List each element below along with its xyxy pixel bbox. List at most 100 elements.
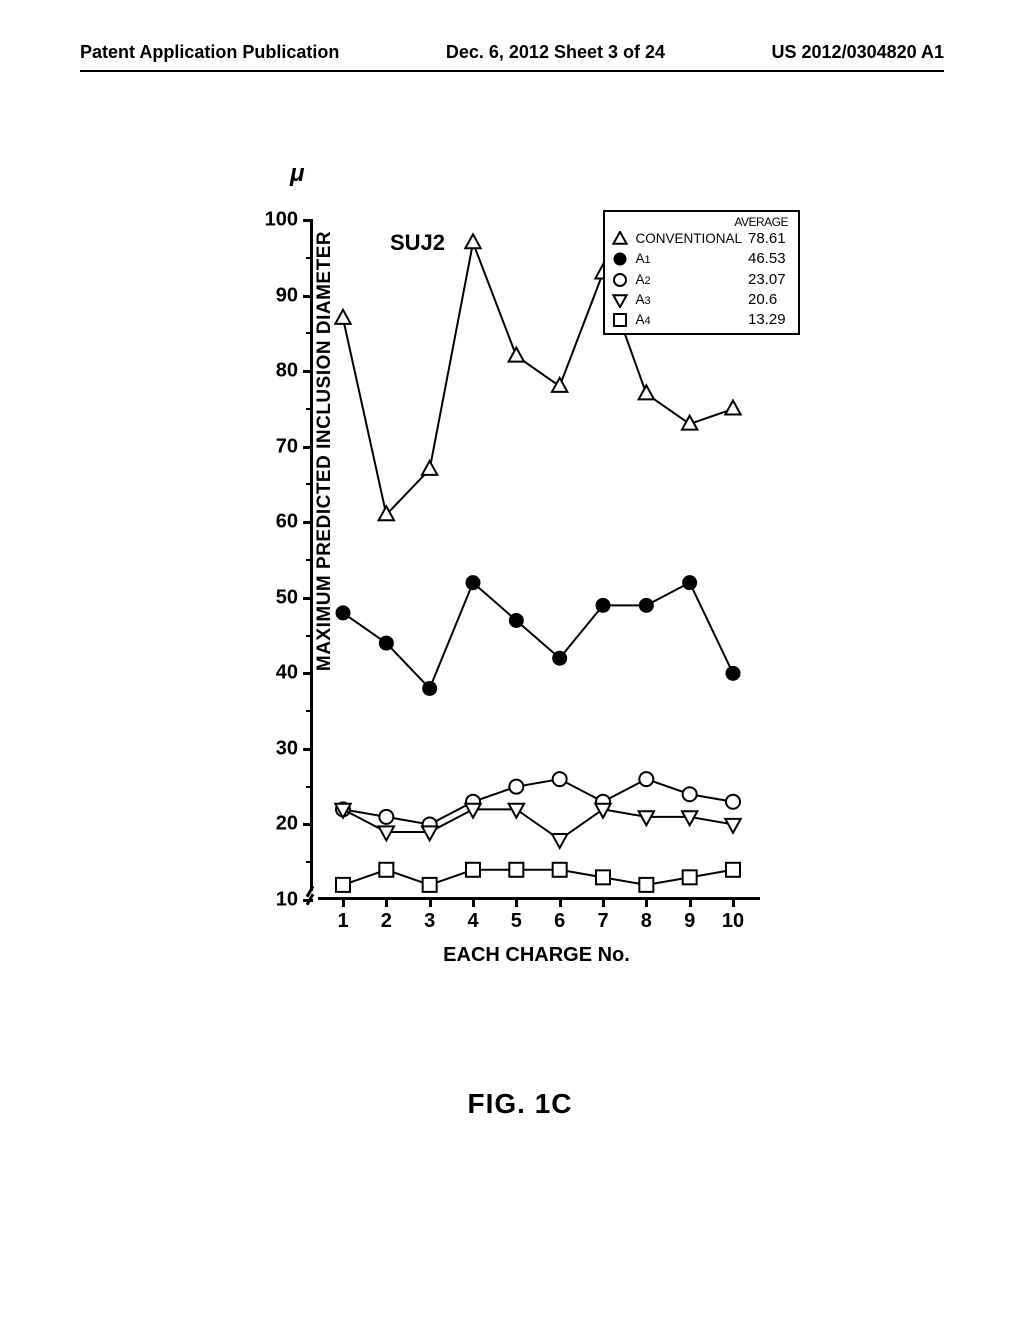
y-tick-label: 100 xyxy=(258,209,298,232)
marker-a4 xyxy=(379,863,393,877)
marker-a3 xyxy=(465,804,480,818)
marker-conventional xyxy=(552,378,567,392)
legend-label-conventional: CONVENTIONAL xyxy=(635,230,742,248)
legend-marker-a4 xyxy=(611,312,629,328)
series-line-a1 xyxy=(343,583,733,689)
marker-a2 xyxy=(553,772,567,786)
marker-a2 xyxy=(379,810,393,824)
marker-a1 xyxy=(639,598,653,612)
marker-a3 xyxy=(422,826,437,840)
marker-a4 xyxy=(466,863,480,877)
x-tick-label: 2 xyxy=(381,910,392,933)
marker-a3 xyxy=(725,819,740,833)
y-tick-label: 10 xyxy=(258,889,298,912)
marker-a1 xyxy=(509,613,523,627)
y-tick-label: 90 xyxy=(258,284,298,307)
x-tick xyxy=(732,897,735,907)
x-tick-label: 10 xyxy=(722,910,744,933)
marker-a4 xyxy=(683,870,697,884)
x-tick-label: 8 xyxy=(641,910,652,933)
marker-conventional xyxy=(465,234,480,248)
x-tick-label: 5 xyxy=(511,910,522,933)
legend-marker-a2 xyxy=(611,272,629,288)
marker-a1 xyxy=(596,598,610,612)
x-tick-label: 6 xyxy=(554,910,565,933)
y-tick-label: 30 xyxy=(258,737,298,760)
legend-average-a4: 13.29 xyxy=(748,310,792,330)
x-tick xyxy=(429,897,432,907)
marker-conventional xyxy=(509,348,524,362)
header-right: US 2012/0304820 A1 xyxy=(772,42,944,63)
header-rule xyxy=(80,70,944,72)
marker-a1 xyxy=(336,606,350,620)
y-tick xyxy=(303,597,313,600)
legend-average-conventional: 78.61 xyxy=(748,229,792,249)
y-tick-label: 60 xyxy=(258,511,298,534)
y-tick xyxy=(303,672,313,675)
marker-a2 xyxy=(683,787,697,801)
marker-conventional xyxy=(725,400,740,414)
y-tick xyxy=(303,446,313,449)
y-axis-unit: μ xyxy=(290,160,304,188)
y-tick-label: 20 xyxy=(258,813,298,836)
legend-average-a1: 46.53 xyxy=(748,249,792,269)
x-tick-label: 1 xyxy=(337,910,348,933)
y-tick-label: 80 xyxy=(258,360,298,383)
legend-marker-a3 xyxy=(611,292,629,308)
y-tick xyxy=(303,748,313,751)
marker-a2 xyxy=(639,772,653,786)
legend-row-a3: A3 20.6 xyxy=(611,290,792,310)
header-left: Patent Application Publication xyxy=(80,42,339,63)
y-tick-label: 70 xyxy=(258,435,298,458)
x-tick-label: 7 xyxy=(597,910,608,933)
x-tick xyxy=(342,897,345,907)
y-tick-minor xyxy=(306,408,313,410)
y-tick-minor xyxy=(306,559,313,561)
marker-a1 xyxy=(553,651,567,665)
x-tick-label: 4 xyxy=(467,910,478,933)
legend-row-a4: A413.29 xyxy=(611,310,792,330)
legend-label-a1: A1 xyxy=(635,250,742,268)
x-tick-label: 3 xyxy=(424,910,435,933)
legend-label-a3: A3 xyxy=(635,291,742,309)
legend-label-a2: A2 xyxy=(635,271,742,289)
y-tick-label: 40 xyxy=(258,662,298,685)
series-line-a3 xyxy=(343,809,733,839)
x-tick-label: 9 xyxy=(684,910,695,933)
legend-header: AVERAGE xyxy=(611,215,792,229)
y-tick-minor xyxy=(306,786,313,788)
legend-row-conventional: CONVENTIONAL 78.61 xyxy=(611,229,792,249)
marker-a3 xyxy=(639,811,654,825)
series-line-a4 xyxy=(343,870,733,885)
marker-a3 xyxy=(509,804,524,818)
y-tick-minor xyxy=(306,257,313,259)
x-tick xyxy=(689,897,692,907)
marker-a4 xyxy=(423,878,437,892)
y-tick xyxy=(303,521,313,524)
legend-average-a3: 20.6 xyxy=(748,290,792,310)
marker-a4 xyxy=(726,863,740,877)
marker-a3 xyxy=(379,826,394,840)
figure-caption: FIG. 1C xyxy=(467,1088,572,1120)
chart-title: SUJ2 xyxy=(390,230,445,256)
legend: AVERAGE CONVENTIONAL78.61A146.53A223.07A… xyxy=(603,210,800,335)
marker-a4 xyxy=(509,863,523,877)
marker-a2 xyxy=(726,795,740,809)
marker-a1 xyxy=(423,681,437,695)
marker-a1 xyxy=(683,576,697,590)
legend-marker-conventional xyxy=(611,231,629,247)
marker-a2 xyxy=(509,780,523,794)
marker-a1 xyxy=(726,666,740,680)
legend-row-a2: A223.07 xyxy=(611,270,792,290)
marker-conventional xyxy=(335,310,350,324)
x-tick xyxy=(602,897,605,907)
marker-a1 xyxy=(379,636,393,650)
chart: μ 102030405060708090100 12345678910 EACH… xyxy=(250,190,790,960)
marker-conventional xyxy=(639,385,654,399)
marker-a3 xyxy=(552,834,567,848)
legend-marker-a1 xyxy=(611,251,629,267)
x-tick xyxy=(472,897,475,907)
marker-conventional xyxy=(422,461,437,475)
y-tick-label: 50 xyxy=(258,586,298,609)
y-tick-minor xyxy=(306,483,313,485)
